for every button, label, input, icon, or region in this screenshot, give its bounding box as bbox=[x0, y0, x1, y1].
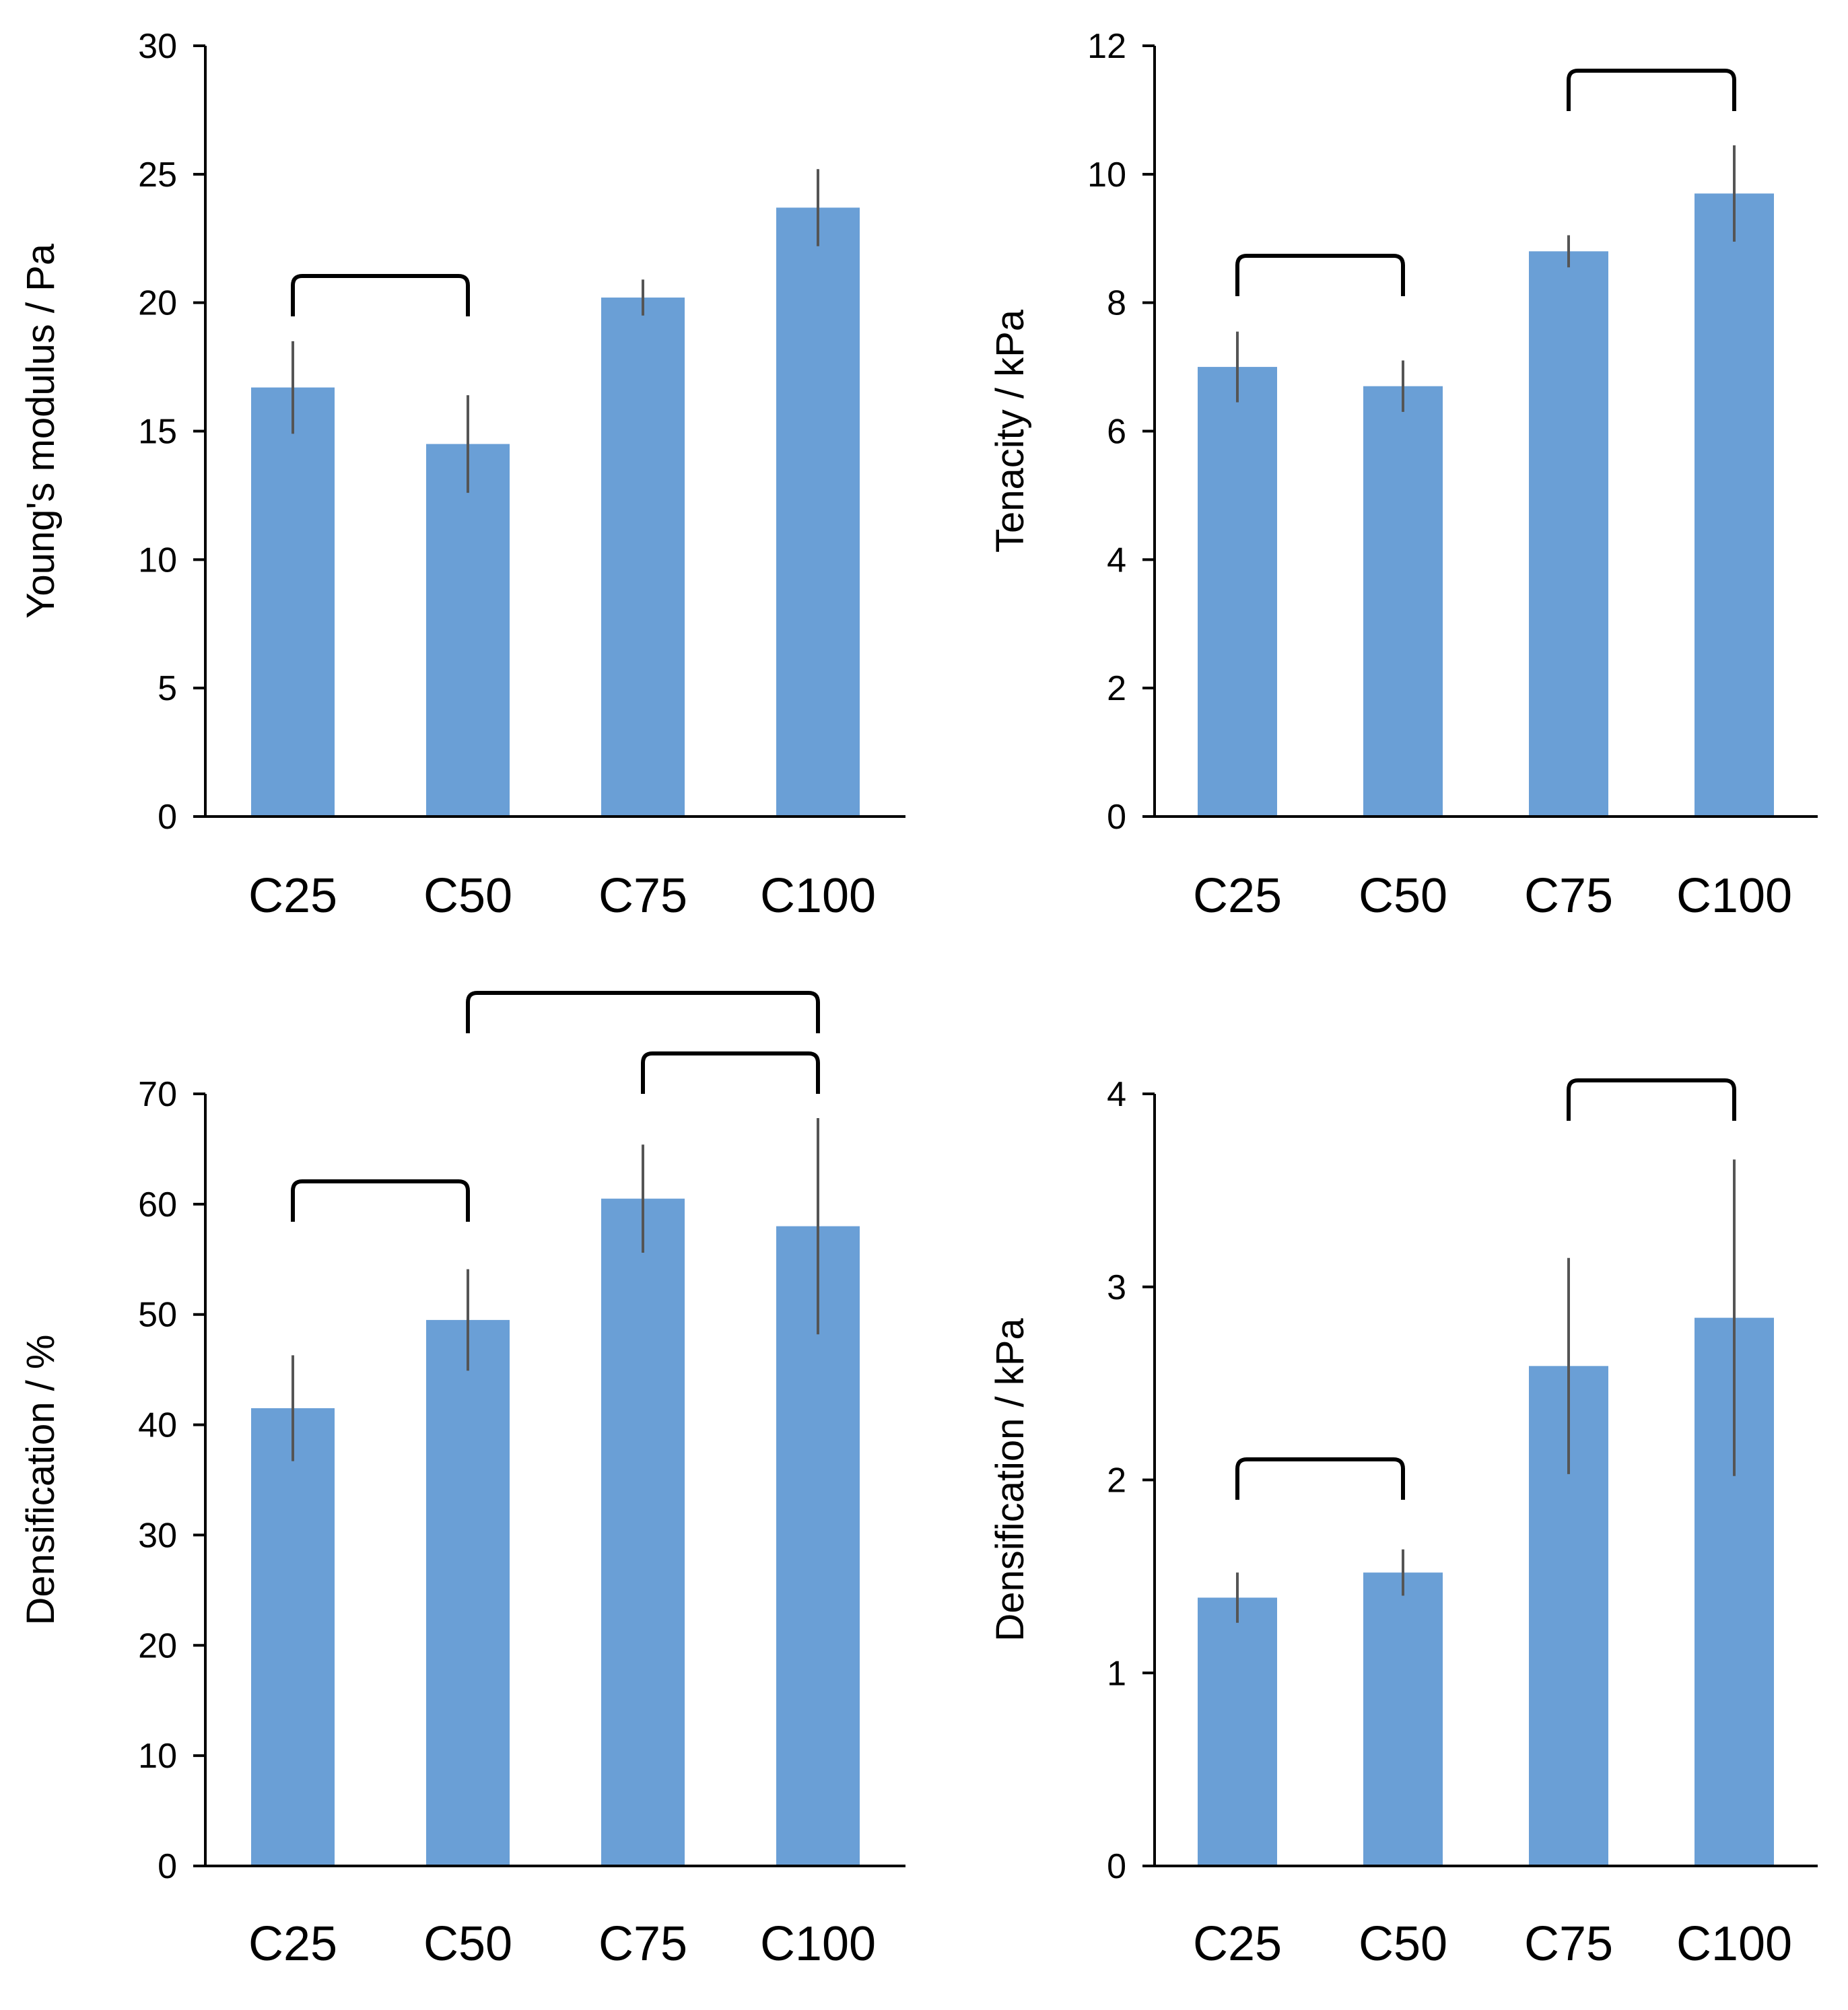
bar-c50 bbox=[1363, 386, 1443, 817]
y-tick-label: 1 bbox=[1107, 1654, 1126, 1693]
bar-c75 bbox=[1529, 251, 1608, 817]
y-tick-label: 30 bbox=[138, 27, 177, 66]
y-tick-label: 4 bbox=[1107, 541, 1126, 580]
significance-bracket bbox=[1567, 1078, 1736, 1121]
bar-c25 bbox=[251, 387, 335, 817]
x-label-c100: C100 bbox=[760, 1917, 876, 1971]
x-label-c50: C50 bbox=[1359, 869, 1447, 923]
y-tick-label: 10 bbox=[138, 541, 177, 580]
y-axis-label: Densification / % bbox=[19, 1335, 63, 1626]
significance-bracket bbox=[466, 991, 820, 1033]
x-label-c75: C75 bbox=[598, 1917, 687, 1971]
x-label-c75: C75 bbox=[1524, 869, 1613, 923]
y-tick-label: 15 bbox=[138, 413, 177, 452]
bar-c100 bbox=[1695, 193, 1774, 817]
y-axis-label: Densification / kPa bbox=[988, 1318, 1032, 1642]
y-tick-label: 0 bbox=[1107, 798, 1126, 837]
chart-tenacity: 0 2 4 6 8 10 12 C25 C50 C75 C100 Tenacity / kP… bbox=[988, 27, 1818, 923]
x-label-c100: C100 bbox=[1676, 869, 1792, 923]
x-label-c75: C75 bbox=[1524, 1917, 1613, 1971]
y-tick-label: 70 bbox=[138, 1075, 177, 1114]
y-tick-label: 50 bbox=[138, 1296, 177, 1335]
significance-bracket bbox=[291, 1179, 470, 1222]
y-tick-label: 30 bbox=[138, 1516, 177, 1555]
significance-bracket bbox=[1567, 69, 1736, 111]
y-tick-label: 0 bbox=[1107, 1847, 1126, 1886]
y-tick-label: 4 bbox=[1107, 1075, 1126, 1114]
x-label-c25: C25 bbox=[248, 1917, 337, 1971]
y-tick-label: 60 bbox=[138, 1185, 177, 1224]
x-label-c100: C100 bbox=[760, 869, 876, 923]
y-axis-label: Tenacity / kPa bbox=[988, 309, 1032, 553]
x-label-c25: C25 bbox=[248, 869, 337, 923]
significance-bracket bbox=[291, 274, 470, 316]
significance-bracket bbox=[1235, 1457, 1405, 1500]
bar-c75 bbox=[601, 1198, 685, 1866]
bar-c50 bbox=[1363, 1572, 1443, 1866]
x-label-c50: C50 bbox=[423, 1917, 512, 1971]
y-axis-label: Young's modulus / Pa bbox=[19, 243, 63, 619]
y-tick-label: 0 bbox=[158, 1847, 177, 1886]
y-tick-label: 2 bbox=[1107, 1461, 1126, 1500]
chart-youngs-modulus: 0 5 10 15 20 25 30 C25 C50 C75 C100 Young's mo… bbox=[19, 27, 905, 923]
bar-c25 bbox=[1198, 1597, 1277, 1866]
y-tick-label: 12 bbox=[1087, 27, 1126, 66]
chart-densification-kpa: 0 1 2 3 4 C25 C50 C75 C100 Densification / k… bbox=[988, 1075, 1818, 1971]
x-label-c25: C25 bbox=[1193, 1917, 1282, 1971]
y-tick-label: 5 bbox=[158, 669, 177, 708]
bar-c25 bbox=[1198, 367, 1277, 817]
chart-densification-percent: 0 10 20 30 40 50 60 70 C25 C50 C75 C100 Densifi… bbox=[19, 991, 905, 1971]
significance-bracket bbox=[1235, 254, 1405, 296]
x-label-c25: C25 bbox=[1193, 869, 1282, 923]
y-tick-label: 40 bbox=[138, 1406, 177, 1445]
y-tick-label: 3 bbox=[1107, 1268, 1126, 1307]
y-tick-label: 0 bbox=[158, 798, 177, 837]
y-tick-label: 6 bbox=[1107, 413, 1126, 452]
significance-bracket bbox=[641, 1051, 820, 1094]
bar-c75 bbox=[601, 298, 685, 817]
y-tick-label: 2 bbox=[1107, 669, 1126, 708]
y-tick-label: 10 bbox=[138, 1737, 177, 1776]
y-tick-label: 20 bbox=[138, 1626, 177, 1665]
bar-c50 bbox=[426, 444, 510, 817]
y-tick-label: 25 bbox=[138, 155, 177, 195]
y-tick-label: 20 bbox=[138, 284, 177, 323]
x-label-c75: C75 bbox=[598, 869, 687, 923]
bar-c100 bbox=[776, 207, 860, 817]
bar-c50 bbox=[426, 1319, 510, 1866]
y-tick-label: 10 bbox=[1087, 155, 1126, 195]
y-tick-label: 8 bbox=[1107, 284, 1126, 323]
x-label-c50: C50 bbox=[1359, 1917, 1447, 1971]
bar-c25 bbox=[251, 1408, 335, 1866]
x-label-c50: C50 bbox=[423, 869, 512, 923]
x-label-c100: C100 bbox=[1676, 1917, 1792, 1971]
